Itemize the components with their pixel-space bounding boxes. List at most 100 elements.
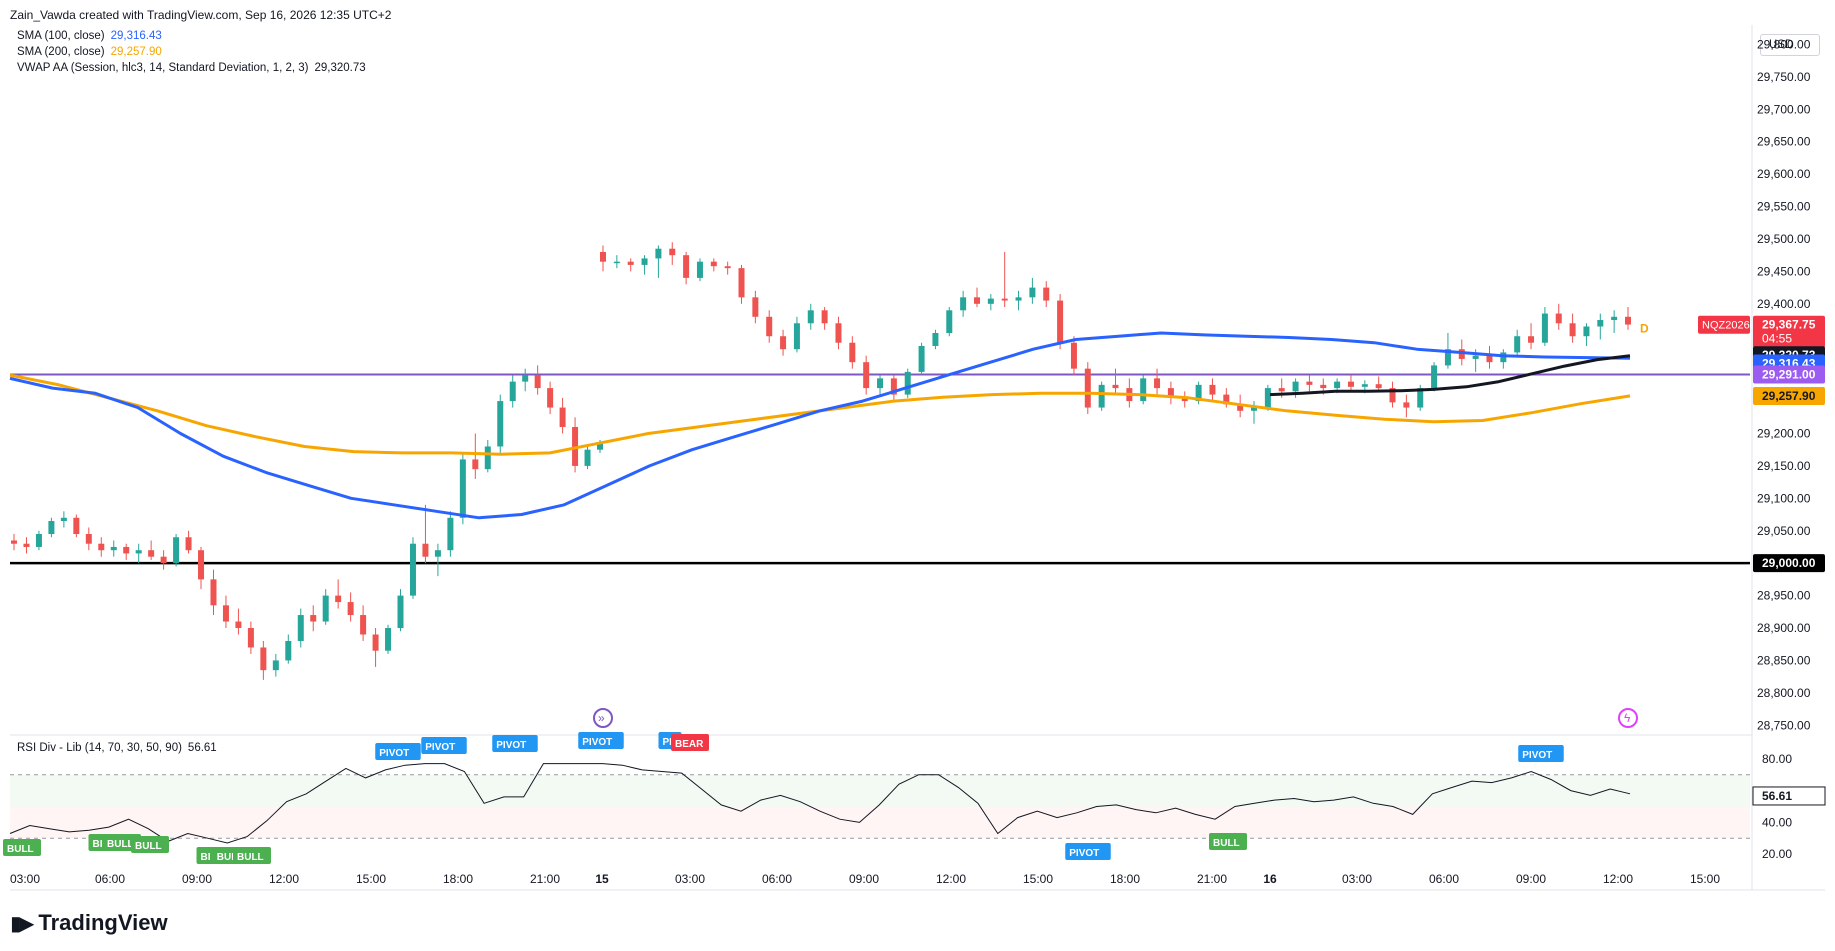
candle-body (547, 388, 554, 408)
candle-body (98, 543, 105, 551)
candle-body (447, 517, 454, 551)
rsi-signal-bull: BI (201, 852, 211, 863)
candle-body (627, 261, 634, 265)
candle-body (946, 310, 953, 333)
time-tick-label: 03:00 (1342, 872, 1372, 886)
candle-body (655, 248, 662, 259)
legend-vwap[interactable]: VWAP AA (Session, hlc3, 14, Standard Dev… (17, 62, 366, 74)
candle-body (1583, 326, 1590, 337)
candle-body (1112, 384, 1119, 389)
candle-body (85, 533, 92, 544)
candle-body (1306, 381, 1313, 385)
rsi-signal-pivot: PIVOT (425, 742, 455, 753)
rsi-signal-bull: BULL (7, 844, 34, 855)
rsi-signal-badge (421, 737, 467, 754)
candle-body (766, 316, 773, 337)
sma200-line (9, 373, 1631, 456)
legend-sma200[interactable]: SMA (200, close) 29,257.90 (17, 46, 162, 58)
candle-body (222, 605, 229, 622)
candle-body (173, 537, 180, 564)
candle-body (752, 297, 759, 317)
candle-body (123, 546, 130, 554)
price-tick-label: 28,800.00 (1757, 686, 1811, 700)
candle-body (372, 634, 379, 651)
legend-sma100[interactable]: SMA (100, close) 29,316.43 (17, 30, 162, 42)
symbol-tag: NQZ2026 (1702, 320, 1750, 332)
time-tick-label: 21:00 (1197, 872, 1227, 886)
time-tick-label: 15:00 (1023, 872, 1053, 886)
price-tick-label: 29,500.00 (1757, 232, 1811, 246)
candle-body (1444, 349, 1451, 366)
price-tick-label: 28,750.00 (1757, 718, 1811, 732)
price-tick-label: 29,450.00 (1757, 264, 1811, 278)
candle-body (835, 323, 842, 343)
rsi-legend-value: 56.61 (187, 742, 217, 754)
rsi-signal-bull: BULL (237, 852, 264, 863)
time-tick-label: 18:00 (1110, 872, 1140, 886)
candle-body (23, 543, 30, 547)
time-tick-label: 18:00 (443, 872, 473, 886)
candle-body (235, 621, 242, 629)
candle-body (35, 533, 42, 547)
rsi-legend[interactable]: RSI Div - Lib (14, 70, 30, 50, 90) 56.61 (17, 742, 217, 754)
candle-body (198, 550, 205, 580)
candle-body (821, 310, 828, 324)
vwap-line (1269, 354, 1631, 397)
price-tick-label: 29,100.00 (1757, 491, 1811, 505)
candle-body (1237, 404, 1244, 411)
candle-body (724, 266, 731, 269)
time-tick-label: 03:00 (675, 872, 705, 886)
time-tick-label: 15:00 (1690, 872, 1720, 886)
rsi-signal-pivot: PIVOT (1069, 848, 1099, 859)
candle-body (409, 543, 416, 596)
candle-body (434, 550, 441, 557)
candle-body (247, 628, 254, 648)
candle-body (683, 255, 690, 278)
candle-body (1347, 381, 1354, 387)
candle-body (1043, 287, 1050, 301)
candle-body (1555, 313, 1562, 324)
sma200-price-label: 29,257.90 (1762, 389, 1816, 403)
rsi-signal-pivot: PIVOT (1522, 750, 1552, 761)
price-tick-label: 28,900.00 (1757, 621, 1811, 635)
candle-body (484, 446, 491, 470)
time-tick-label: 15 (595, 872, 609, 886)
candle-body (1389, 388, 1396, 403)
currency-selector[interactable]: USD (1760, 34, 1820, 56)
price-tick-label: 29,200.00 (1757, 426, 1811, 440)
candle-body (285, 640, 292, 661)
candle-body (932, 332, 939, 346)
candle-body (559, 407, 566, 428)
candle-body (1514, 336, 1521, 353)
chart-credit: Zain_Vawda created with TradingView.com,… (10, 8, 392, 22)
price-tick-label: 29,150.00 (1757, 459, 1811, 473)
price-tick-label: 29,700.00 (1757, 102, 1811, 116)
candle-body (1084, 368, 1091, 408)
candle-body (347, 602, 354, 616)
rsi-signal-pivot: PIVOT (379, 748, 409, 759)
event-marker-icon (593, 708, 613, 728)
candle-body (738, 268, 745, 298)
time-tick-label: 09:00 (1516, 872, 1546, 886)
candle-body (322, 595, 329, 622)
candle-body (1167, 388, 1174, 398)
price-tick-label: 29,050.00 (1757, 524, 1811, 538)
candle-body (1154, 378, 1161, 389)
rsi-signal-badge (492, 735, 538, 752)
candle-body (696, 261, 703, 278)
rsi-signal-bull: BULL (107, 839, 134, 850)
time-tick-label: 16 (1263, 872, 1277, 886)
lightning-marker-glyph: ϟ (1624, 711, 1631, 725)
countdown-label: 04:55 (1762, 332, 1792, 346)
legend-sma200-label: SMA (200, close) (17, 46, 105, 58)
rsi-signal-badge (131, 836, 169, 853)
candle-body (472, 459, 479, 470)
candle-body (1625, 316, 1631, 325)
candle-body (584, 449, 591, 466)
price-tick-label: 28,850.00 (1757, 653, 1811, 667)
last-price-bg (1753, 315, 1825, 348)
rsi-signal-badge (3, 839, 41, 856)
time-tick-label: 09:00 (849, 872, 879, 886)
rsi-tick-label: 80.00 (1762, 752, 1792, 766)
